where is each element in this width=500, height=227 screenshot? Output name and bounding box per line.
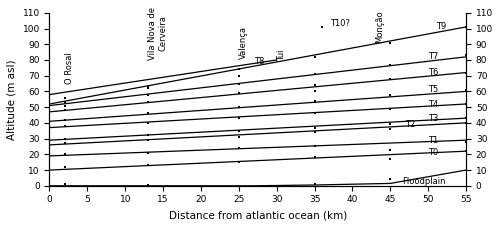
Text: T9: T9 [436, 22, 446, 32]
Text: Floodplain: Floodplain [402, 177, 445, 186]
Text: T10?: T10? [330, 19, 349, 28]
Text: T1: T1 [428, 136, 438, 145]
X-axis label: Distance from atlantic ocean (km): Distance from atlantic ocean (km) [168, 210, 347, 220]
Text: T3: T3 [428, 114, 438, 123]
Text: Vila Nova de
Cerveira: Vila Nova de Cerveira [148, 7, 168, 60]
Text: T6: T6 [428, 68, 438, 77]
Text: Monção: Monção [375, 11, 384, 43]
Y-axis label: Altitude (m asl): Altitude (m asl) [7, 59, 17, 140]
Text: T4: T4 [428, 99, 438, 109]
Text: T7: T7 [428, 52, 438, 61]
Text: Valença: Valença [239, 26, 248, 59]
Text: T2: T2 [406, 120, 415, 129]
Text: O Rosal: O Rosal [64, 52, 74, 84]
Text: T5: T5 [428, 85, 438, 94]
Text: T8: T8 [254, 57, 264, 66]
Text: Tui: Tui [276, 49, 285, 61]
Text: T0: T0 [428, 148, 438, 157]
